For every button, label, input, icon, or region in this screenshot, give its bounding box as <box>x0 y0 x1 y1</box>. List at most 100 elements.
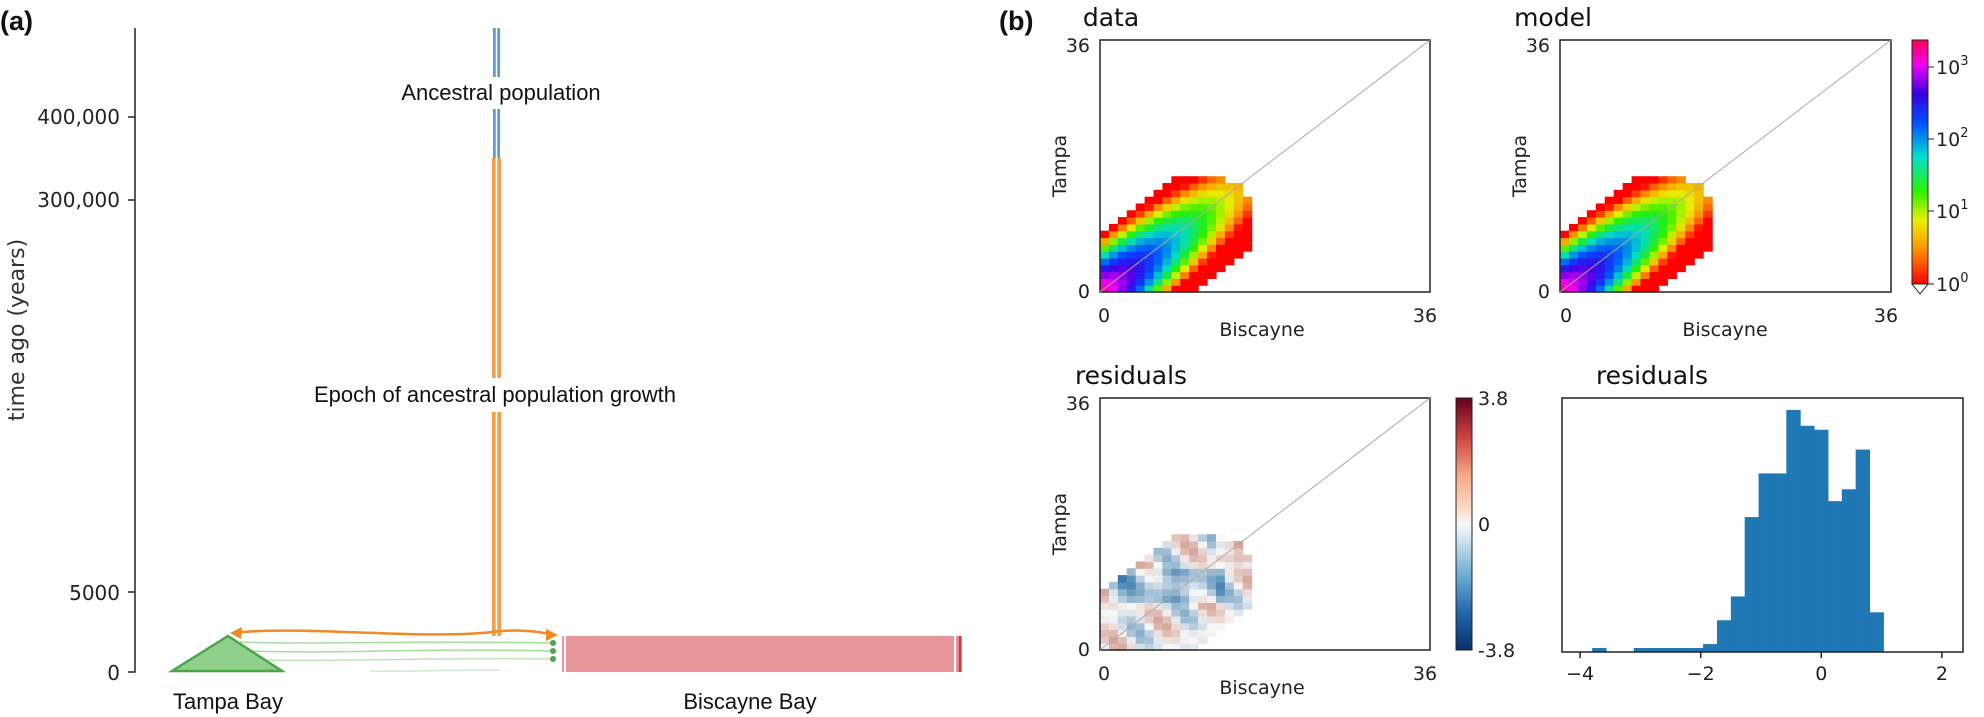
histogram-bar <box>1772 473 1787 652</box>
residual-cell <box>1108 588 1119 597</box>
heatmap-cell <box>1685 223 1695 232</box>
heatmap-cell <box>1676 237 1686 245</box>
residual-cell <box>1135 622 1146 631</box>
heatmap-cell <box>1207 189 1217 198</box>
histogram-bar <box>1592 648 1607 652</box>
heatmap-cell <box>1135 251 1146 259</box>
arrowhead-left <box>230 627 242 639</box>
residual-cell <box>1233 554 1244 563</box>
heatmap-cell <box>1153 189 1164 198</box>
heatmap-cell <box>1189 251 1199 259</box>
residual-cell <box>1144 568 1155 576</box>
heatmap-cell <box>1631 196 1642 205</box>
heatmap-cell <box>1198 271 1208 279</box>
heatmap-cell <box>1640 278 1651 286</box>
residual-cell <box>1198 602 1208 610</box>
residual-cell <box>1126 595 1137 603</box>
residual-cell <box>1126 602 1137 610</box>
tampa-bay-label: Tampa Bay <box>173 689 283 714</box>
heatmap-cell <box>1242 203 1253 211</box>
residual-cell <box>1162 575 1172 583</box>
heatmap-cell <box>1171 244 1181 252</box>
colorbar-label: 3.8 <box>1478 388 1508 410</box>
residual-cell <box>1171 534 1181 542</box>
heatmap-cell <box>1162 257 1172 266</box>
heatmap-cell <box>1595 210 1606 218</box>
x-tick-label: 2 <box>1936 663 1948 685</box>
residual-cell <box>1215 595 1226 603</box>
residual-cell <box>1171 615 1181 624</box>
heatmap-cell <box>1171 285 1181 293</box>
histogram-bar <box>1841 489 1857 652</box>
histogram-bar <box>1786 409 1801 652</box>
heatmap-cell <box>1135 223 1146 232</box>
residual-cell <box>1224 615 1235 624</box>
x-tick-label: 36 <box>1413 663 1437 685</box>
residual-cell <box>1207 547 1217 556</box>
residual-cell <box>1117 609 1128 617</box>
residual-cell <box>1180 602 1190 610</box>
heatmap-cell <box>1117 251 1128 259</box>
heatmap-cell <box>1135 271 1146 279</box>
residual-cell <box>1117 575 1128 583</box>
heatmap-cell <box>1703 237 1713 245</box>
heatmap-cell <box>1667 257 1677 266</box>
residual-cell <box>1162 636 1172 644</box>
heatmap-cell <box>1215 217 1226 225</box>
heatmap-cell <box>1135 217 1146 225</box>
heatmap-cell <box>1604 210 1615 218</box>
residual-cell <box>1198 615 1208 624</box>
residual-cell <box>1162 581 1172 590</box>
heatmap-cell <box>1180 196 1190 205</box>
residual-cell <box>1153 588 1164 597</box>
residual-cell <box>1126 588 1137 597</box>
residual-cell <box>1233 568 1244 576</box>
heatmap-cell <box>1171 271 1181 279</box>
heatmap-cell <box>1703 203 1713 211</box>
residual-cell <box>1189 643 1199 651</box>
heatmap-cell <box>1640 189 1651 198</box>
heatmap-cell <box>1153 196 1164 205</box>
heatmap-cell <box>1224 251 1235 259</box>
heatmap-cell <box>1117 257 1128 266</box>
heatmap-cell <box>1631 176 1642 184</box>
heatmap-cell <box>1224 196 1235 205</box>
residual-cell <box>1198 636 1208 644</box>
residual-cell <box>1117 588 1128 597</box>
heatmap-cell <box>1171 217 1181 225</box>
annotation-bg <box>385 77 610 109</box>
heatmap-cell <box>1568 251 1579 259</box>
heatmap-cell <box>1135 285 1146 293</box>
y-tick-label: 5000 <box>69 581 120 605</box>
heatmap-cell <box>1100 278 1110 286</box>
heatmap-cell <box>1171 176 1181 184</box>
migration-trace <box>239 641 551 644</box>
residual-cell <box>1198 595 1208 603</box>
heatmap-cell <box>1198 183 1208 191</box>
heatmap-cell <box>1658 189 1668 198</box>
residual-cell <box>1162 554 1172 563</box>
heatmap-cell <box>1144 223 1155 232</box>
heatmap-cell <box>1153 251 1164 259</box>
panel-b: (b) data 36 0 0 36 Biscayne Tampa model … <box>999 3 1968 699</box>
heatmap-cell <box>1631 203 1642 211</box>
heatmap-cell <box>1189 278 1199 286</box>
heatmap-cell <box>1604 257 1615 266</box>
heatmap-cell <box>1631 189 1642 198</box>
biscayne-bay-label: Biscayne Bay <box>683 689 816 714</box>
heatmap-cell <box>1676 251 1686 259</box>
histogram-x-ticks: −4 −2 0 2 <box>1566 652 1948 685</box>
heatmap-cell <box>1586 217 1597 225</box>
heatmap-cell <box>1108 244 1119 252</box>
heatmap-cell <box>1667 196 1677 205</box>
heatmap-cell <box>1171 183 1181 191</box>
heatmap-cell <box>1631 183 1642 191</box>
y-tick-label: 0 <box>107 661 120 685</box>
residual-cell <box>1117 643 1128 651</box>
residual-cell <box>1153 636 1164 644</box>
heatmap-cell <box>1198 251 1208 259</box>
residual-cell <box>1126 629 1137 637</box>
heatmap-cell <box>1568 230 1579 239</box>
residual-cell <box>1224 609 1235 617</box>
residual-cell <box>1242 554 1253 563</box>
